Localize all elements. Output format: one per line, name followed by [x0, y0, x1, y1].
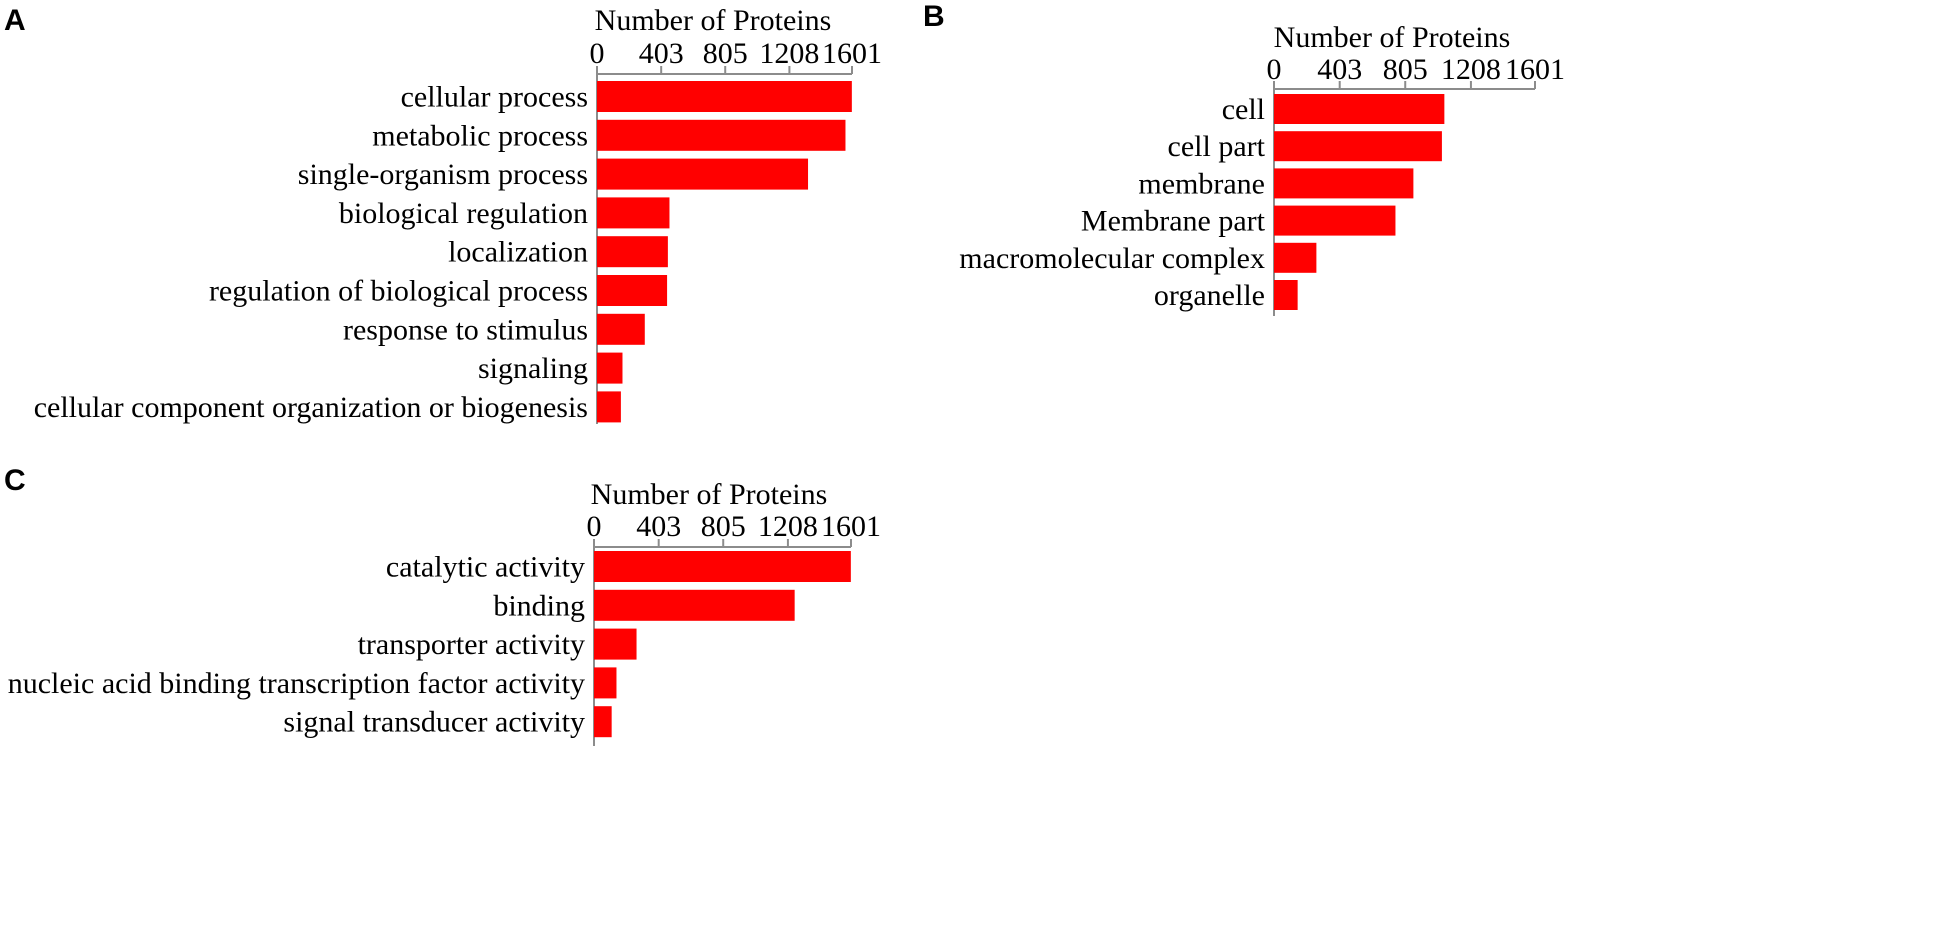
bar: [594, 551, 851, 582]
bar: [597, 275, 668, 306]
category-label: transporter activity: [358, 628, 585, 661]
category-label: cellular component organization or bioge…: [34, 391, 588, 424]
x-tick-label: 1208: [758, 510, 818, 543]
panel-b: B Number of Proteins 0 403 805 1208 1601 cel…: [923, 0, 1565, 316]
category-label: regulation of biological process: [209, 275, 588, 308]
category-labels: cellular process metabolic process single-…: [34, 81, 588, 424]
x-axis-title: Number of Proteins: [591, 478, 828, 511]
category-label: Membrane part: [1081, 205, 1266, 238]
bar: [597, 313, 645, 345]
x-axis-title: Number of Proteins: [1274, 21, 1511, 54]
bar: [597, 391, 621, 423]
bar: [1274, 168, 1414, 199]
bar: [597, 119, 846, 151]
category-label: response to stimulus: [343, 313, 588, 346]
bar: [597, 197, 670, 229]
x-tick-label: 805: [1383, 53, 1428, 86]
category-label: signaling: [478, 352, 588, 385]
bar: [1274, 131, 1442, 162]
x-ticks: 0 403 805 1208 1601: [590, 37, 882, 74]
panel-a: A Number of Proteins 0 403 805 1208 1601 cel…: [4, 4, 882, 424]
x-tick-label: 1208: [1441, 53, 1501, 86]
category-labels: catalytic activity binding transporter act…: [8, 551, 585, 739]
category-label: cell part: [1168, 130, 1266, 163]
x-tick-label: 1208: [759, 37, 819, 70]
category-label: catalytic activity: [386, 551, 585, 584]
category-label: signal transducer activity: [283, 706, 585, 739]
x-tick-label: 403: [636, 510, 681, 543]
panel-letter: A: [4, 4, 26, 37]
x-tick-label: 403: [639, 37, 684, 70]
bar: [1274, 280, 1298, 310]
category-label: nucleic acid binding transcription facto…: [8, 667, 585, 700]
bars: [1274, 94, 1445, 310]
bar: [597, 158, 809, 190]
x-tick-label: 1601: [822, 37, 882, 70]
category-label: binding: [493, 589, 585, 622]
category-label: macromolecular complex: [959, 242, 1265, 275]
bar: [594, 667, 617, 699]
bar: [594, 589, 795, 621]
bars: [597, 81, 852, 423]
panel-c: C Number of Proteins 0 403 805 1208 1601 cat…: [4, 464, 881, 746]
bar: [1274, 205, 1396, 236]
category-label: organelle: [1154, 279, 1265, 312]
bar: [1274, 242, 1317, 273]
category-label: single-organism process: [298, 158, 588, 191]
bar: [1274, 94, 1445, 124]
x-tick-label: 403: [1317, 53, 1362, 86]
panel-letter: B: [923, 0, 945, 33]
category-label: cell: [1222, 93, 1265, 126]
bar: [597, 81, 852, 112]
x-axis-title: Number of Proteins: [595, 4, 832, 37]
x-tick-label: 0: [1267, 53, 1282, 86]
category-label: localization: [448, 236, 588, 269]
category-label: cellular process: [401, 81, 588, 114]
category-label: membrane: [1138, 167, 1265, 200]
panel-letter: C: [4, 464, 26, 497]
category-labels: cell cell part membrane Membrane part macrom…: [959, 93, 1265, 312]
x-tick-label: 1601: [1505, 53, 1565, 86]
x-ticks: 0 403 805 1208 1601: [1267, 53, 1565, 89]
x-tick-label: 805: [701, 510, 746, 543]
bars: [594, 551, 851, 738]
x-tick-label: 1601: [821, 510, 881, 543]
category-label: metabolic process: [372, 119, 588, 152]
x-ticks: 0 403 805 1208 1601: [587, 510, 881, 547]
bar: [594, 706, 612, 738]
bar: [594, 628, 637, 660]
x-tick-label: 0: [590, 37, 605, 70]
bar: [597, 236, 668, 268]
category-label: biological regulation: [339, 197, 588, 230]
x-tick-label: 805: [703, 37, 748, 70]
bar: [597, 352, 623, 384]
x-tick-label: 0: [587, 510, 602, 543]
